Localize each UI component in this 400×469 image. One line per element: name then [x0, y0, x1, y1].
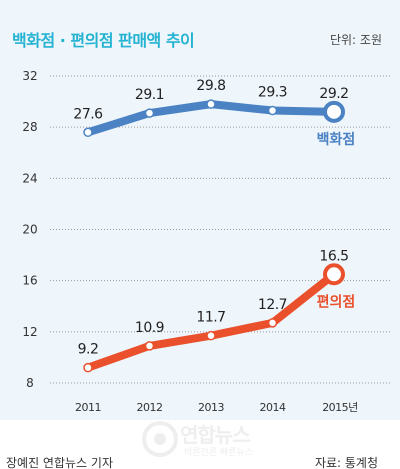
data-point — [267, 105, 278, 116]
chart-title: 백화점 · 편의점 판매액 추이 — [12, 31, 195, 50]
data-label: 10.9 — [135, 320, 164, 336]
watermark-subtext: 바른언론 빠른뉴스 — [184, 448, 254, 458]
footer-bar — [0, 420, 400, 469]
data-point — [206, 99, 216, 109]
x-tick-label: 2012 — [137, 401, 163, 414]
y-tick-label: 32 — [22, 69, 37, 83]
data-point — [83, 127, 93, 138]
unit-label: 단위: 조원 — [329, 33, 382, 47]
source-credit: 자료: 통계청 — [314, 456, 378, 469]
y-tick-label: 12 — [22, 325, 37, 339]
data-point — [267, 318, 278, 328]
watermark: 연합뉴스 바른언론 빠른뉴스 — [140, 415, 280, 469]
y-tick-label: 16 — [22, 274, 37, 288]
x-tick-label: 2011 — [75, 401, 101, 414]
x-tick-label: 2015년 — [322, 401, 358, 414]
x-tick-label: 2013 — [198, 401, 224, 414]
data-point-end-center — [330, 107, 338, 116]
data-label: 29.3 — [258, 85, 287, 101]
watermark-text: 연합뉴스 — [180, 423, 251, 447]
data-label: 29.2 — [319, 86, 348, 102]
data-point — [144, 341, 155, 351]
y-tick-label: 20 — [22, 223, 37, 237]
data-label: 9.2 — [78, 342, 99, 358]
data-point — [206, 330, 216, 341]
watermark-logo-icon — [142, 421, 178, 457]
data-point — [83, 362, 93, 373]
data-label: 11.7 — [196, 310, 225, 326]
data-point — [144, 108, 155, 118]
series-name-label: 편의점 — [317, 293, 356, 310]
y-tick-label: 8 — [26, 376, 34, 390]
data-point-end-center — [330, 270, 338, 279]
y-tick-label: 24 — [22, 171, 37, 185]
data-label: 12.7 — [258, 297, 287, 313]
data-label: 29.8 — [196, 78, 225, 94]
series-name-label: 백화점 — [317, 131, 356, 148]
y-tick-label: 28 — [22, 120, 37, 134]
reporter-credit: 장예진 연합뉴스 기자 — [6, 456, 113, 469]
data-label: 27.6 — [73, 106, 103, 122]
data-label: 16.5 — [319, 248, 348, 264]
x-tick-label: 2014 — [260, 401, 286, 414]
data-label: 29.1 — [135, 87, 164, 103]
